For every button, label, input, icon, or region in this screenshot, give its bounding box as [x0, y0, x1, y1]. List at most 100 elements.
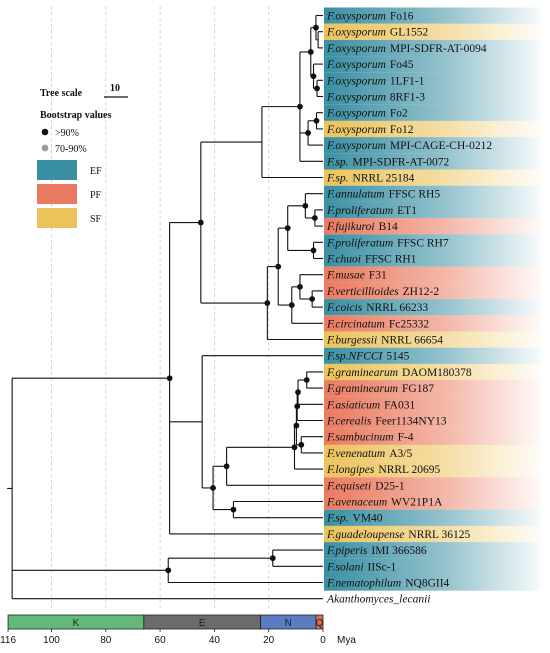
legend-swatch-pf: [37, 184, 77, 204]
taxon-label: F.sp. NRRL 25184: [326, 173, 415, 185]
group-color-bands: [324, 7, 541, 591]
group-band: [324, 23, 541, 40]
taxon-strain: WV21P1A: [391, 497, 443, 509]
taxon-label: F.oxysporum MPI-SDFR-AT-0094: [326, 43, 487, 55]
taxon-genus: F.oxysporum: [326, 11, 386, 23]
taxon-genus: F.oxysporum: [326, 92, 386, 104]
group-band: [324, 72, 541, 89]
taxon-label: F.graminearum DAOM180378: [326, 367, 472, 379]
taxon-label: F.oxysporum GL1552: [326, 27, 428, 39]
group-band: [324, 169, 541, 186]
group-band: [324, 7, 541, 24]
taxon-genus: F.burgessii: [326, 335, 377, 347]
taxon-strain: F31: [369, 270, 387, 282]
group-band: [324, 137, 541, 154]
taxon-strain: 5145: [386, 351, 409, 363]
taxon-strain: Fo45: [390, 59, 414, 71]
axis-tick-label: 80: [100, 635, 112, 646]
taxon-genus: F.coicis: [326, 302, 363, 314]
bootstrap-node-high: [288, 302, 295, 308]
taxon-label: F.asiaticum FA031: [326, 399, 415, 411]
taxon-genus: F.chuoi: [326, 254, 361, 266]
taxon-strain: NRRL 66654: [381, 335, 443, 347]
taxon-label: F.longipes NRRL 20695: [326, 464, 441, 476]
taxon-strain: Feer1134NY13: [375, 416, 446, 428]
group-band: [324, 331, 541, 348]
bootstrap-node-high: [230, 506, 237, 513]
taxon-strain: IISc-1: [368, 561, 397, 573]
taxon-label: F.guadeloupense NRRL 36125: [326, 529, 471, 541]
bootstrap-node-high: [302, 202, 309, 209]
group-band: [324, 412, 541, 429]
bootstrap-node-high: [269, 555, 276, 562]
era-label: K: [73, 618, 80, 629]
axis-tick-label: 0: [320, 635, 326, 646]
taxon-label: F.oxysporum 8RF1-3: [326, 92, 425, 104]
group-band: [324, 347, 541, 364]
group-band: [324, 104, 541, 121]
taxon-strain: Fo2: [390, 108, 408, 120]
group-band: [324, 574, 541, 591]
taxon-genus: F.musae: [326, 270, 365, 282]
group-band: [324, 39, 541, 57]
taxon-genus: F.oxysporum: [326, 140, 386, 152]
bootstrap-node-high: [166, 375, 173, 382]
bootstrap-node-high: [291, 444, 298, 451]
taxon-strain: FG187: [402, 383, 434, 395]
taxon-strain: 1LF1-1: [390, 75, 425, 87]
legend-label-sf: SF: [90, 214, 102, 225]
bootstrap-node-high: [284, 225, 291, 232]
group-band: [324, 185, 541, 202]
taxon-strain: GL1552: [390, 27, 429, 39]
taxon-label: Akanthomyces_lecanii: [326, 594, 430, 606]
group-band: [324, 396, 541, 413]
taxon-genus: F.piperis: [326, 545, 368, 557]
bootstrap-node-high: [307, 49, 314, 55]
taxon-genus: F.solani: [326, 561, 364, 573]
axis-unit: Mya: [337, 635, 356, 646]
taxon-strain: D25-1: [375, 480, 405, 492]
bootstrap-node-high: [310, 247, 317, 254]
axis-tick-label: 116: [0, 635, 16, 646]
taxon-strain: NQ8GII4: [405, 578, 449, 590]
taxon-genus: F.sp.NFCCI: [326, 351, 384, 363]
taxon-label: F.sp.NFCCI 5145: [326, 351, 410, 363]
group-band: [324, 315, 541, 332]
taxon-genus: F.cerealis: [326, 416, 372, 428]
taxon-label: F.oxysporum MPI-CAGE-CH-0212: [326, 140, 492, 152]
axis-tick-label: 60: [155, 635, 167, 646]
era-label: E: [199, 618, 206, 629]
taxon-label: F.proliferatum FFSC RH7: [326, 237, 449, 249]
bootstrap-node-high: [295, 389, 301, 396]
bootstrap-node-high: [305, 130, 311, 136]
taxon-strain: F-4: [398, 432, 414, 444]
taxon-strain: NRRL 20695: [378, 464, 440, 476]
time-gridlines: [51, 6, 270, 608]
legend-swatch-ef: [37, 160, 77, 180]
bootstrap-node-high: [297, 103, 303, 110]
group-band: [324, 120, 541, 138]
taxon-strain: FFSC RH7: [397, 237, 449, 249]
taxon-label: F.sambucinum F-4: [326, 432, 414, 444]
taxon-genus: F.oxysporum: [326, 59, 386, 71]
bootstrap-high-label: >90%: [55, 128, 79, 139]
group-band: [324, 380, 541, 397]
group-band: [324, 250, 541, 267]
taxon-label: F.fujikuroi B14: [326, 221, 398, 233]
group-band: [324, 542, 541, 559]
taxon-label: F.avenaceum WV21P1A: [326, 497, 443, 509]
taxon-label: F.verticillioides ZH12-2: [326, 286, 439, 298]
group-band: [324, 461, 541, 478]
bootstrap-node-high: [165, 567, 172, 574]
taxon-genus: F.oxysporum: [326, 75, 386, 87]
taxon-genus: F.guadeloupense: [326, 529, 404, 541]
taxon-strain: DAOM180378: [402, 367, 472, 379]
taxon-label: F.oxysporum Fo16: [326, 11, 414, 23]
taxon-genus: F.verticillioides: [326, 286, 399, 298]
taxon-genus: F.avenaceum: [326, 497, 387, 509]
group-band: [324, 153, 541, 170]
bootstrap-title: Bootstrap values: [40, 110, 112, 121]
axis-tick-label: 100: [43, 635, 60, 646]
taxon-genus: F.graminearum: [326, 383, 398, 395]
